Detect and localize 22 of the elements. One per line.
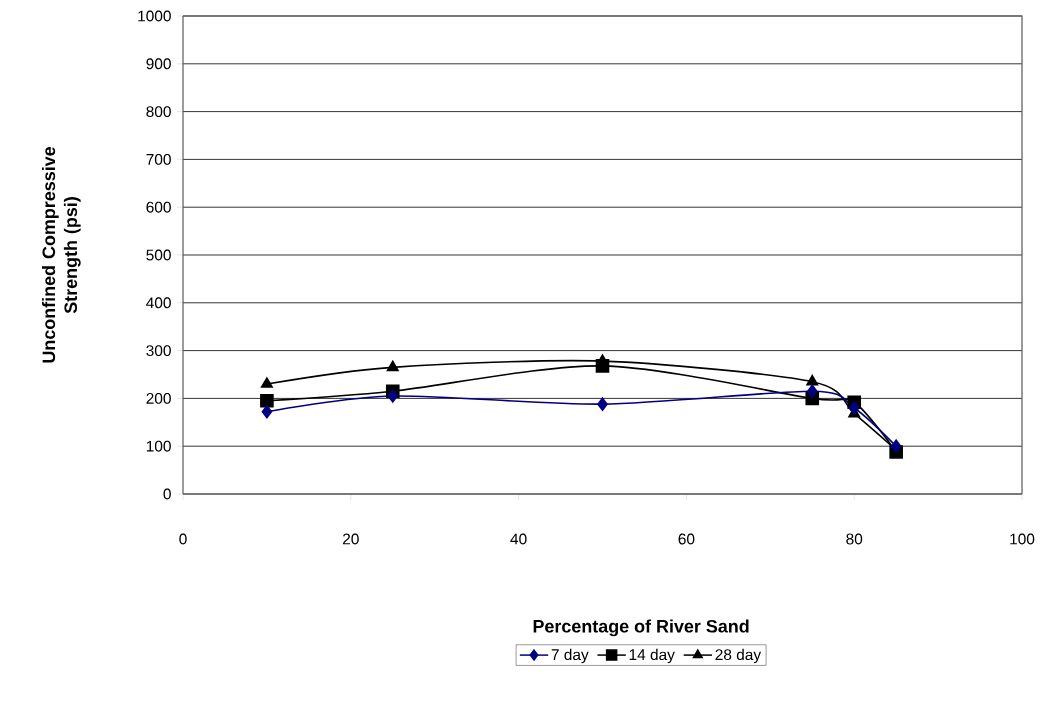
y-tick-label: 100 (146, 440, 171, 452)
y-tick-label: 0 (163, 488, 171, 500)
x-axis-title: Percentage of River Sand (533, 619, 749, 637)
x-tick-label: 20 (343, 533, 359, 545)
x-tick-label: 40 (510, 533, 527, 545)
y-axis-title: Unconfined Compressive Strength (psi) (41, 147, 81, 363)
x-tick-label: 80 (846, 533, 863, 545)
y-tick-label: 600 (146, 201, 171, 213)
y-tick-label: 300 (146, 345, 171, 357)
y-tick-label: 800 (146, 106, 171, 118)
legend-label: 14 day (629, 648, 675, 664)
y-tick-label: 400 (146, 297, 171, 309)
legend-label: 28 day (715, 648, 762, 664)
y-tick-label: 900 (146, 58, 171, 70)
legend-label: 7 day (551, 648, 589, 664)
x-tick-label: 60 (678, 533, 695, 545)
y-tick-label: 700 (146, 153, 171, 165)
y-tick-label: 200 (146, 392, 171, 404)
y-tick-label: 1000 (138, 10, 171, 22)
y-tick-label: 500 (146, 249, 171, 261)
x-tick-label: 100 (1010, 533, 1035, 545)
x-tick-label: 0 (179, 533, 187, 545)
